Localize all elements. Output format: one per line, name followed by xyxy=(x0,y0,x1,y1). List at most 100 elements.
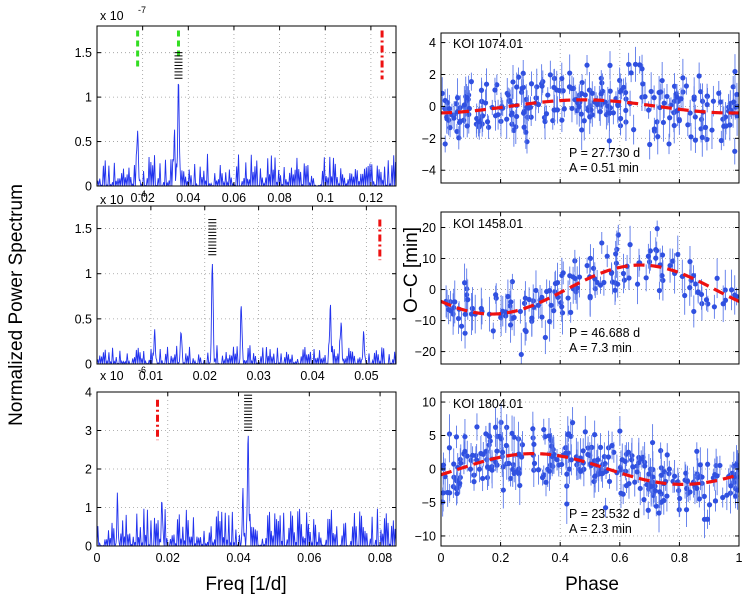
data-point xyxy=(580,448,586,454)
plot-area xyxy=(97,206,396,364)
data-point xyxy=(610,110,616,116)
data-point xyxy=(500,487,506,493)
data-point xyxy=(514,113,520,120)
data-point xyxy=(597,109,603,115)
data-point xyxy=(533,287,539,294)
data-point xyxy=(599,80,605,86)
data-point xyxy=(591,478,597,485)
x-tick-label: 0.12 xyxy=(359,191,383,205)
x-tick-label: 0.03 xyxy=(246,369,270,383)
data-point xyxy=(454,95,461,101)
y-tick-label: −10 xyxy=(415,314,436,328)
data-point xyxy=(569,420,576,426)
y-tick-label: 1.5 xyxy=(75,46,92,60)
data-point xyxy=(645,507,651,513)
data-point xyxy=(692,281,699,287)
axes-frame xyxy=(96,205,397,365)
data-point xyxy=(559,461,565,468)
data-point xyxy=(698,291,705,298)
data-point xyxy=(559,304,565,310)
data-point xyxy=(469,306,476,312)
x-tick-label: 0.1 xyxy=(317,191,334,205)
x-tick-label: 0.06 xyxy=(222,191,246,205)
data-point xyxy=(601,453,608,460)
data-point xyxy=(626,275,632,281)
data-point xyxy=(692,114,698,120)
data-point xyxy=(658,89,664,95)
data-point xyxy=(474,424,480,430)
data-point xyxy=(615,102,621,109)
data-point xyxy=(467,466,474,472)
data-point xyxy=(667,115,673,121)
oc-panel-koi-1074: −4 −2 0 2 4 KOI 1074.01 P = 27.730 dA = 0.51 m… xyxy=(422,32,740,184)
x-tick-label: 0.8 xyxy=(671,551,688,565)
data-point xyxy=(515,74,522,80)
data-point xyxy=(608,270,615,276)
data-point xyxy=(599,240,605,246)
data-point xyxy=(615,281,621,287)
data-point xyxy=(671,122,677,129)
scale-label: x 10 xyxy=(100,369,124,383)
data-point xyxy=(625,449,632,455)
data-point xyxy=(733,462,739,468)
data-point xyxy=(682,292,688,299)
data-point xyxy=(564,471,570,477)
data-point xyxy=(500,464,506,470)
data-point xyxy=(632,479,638,485)
data-point xyxy=(653,255,659,261)
data-point xyxy=(617,77,623,84)
data-point xyxy=(534,84,540,90)
data-point xyxy=(462,448,468,454)
data-point xyxy=(730,84,736,90)
data-point xyxy=(528,114,534,120)
data-point xyxy=(523,328,529,335)
y-axis-label-oc: O−C [min] xyxy=(401,227,422,313)
data-point xyxy=(630,464,636,470)
data-point xyxy=(661,100,667,106)
data-point xyxy=(666,466,672,472)
data-points xyxy=(441,46,739,165)
data-point xyxy=(714,275,720,281)
data-point xyxy=(539,83,545,89)
data-point xyxy=(655,134,661,140)
data-point xyxy=(503,442,509,449)
x-tick-label: 0.06 xyxy=(297,551,321,565)
data-point xyxy=(675,251,681,258)
data-point xyxy=(628,70,634,76)
data-point xyxy=(696,496,702,502)
koi-label: KOI 1074.01 xyxy=(453,37,523,51)
data-point xyxy=(574,285,580,291)
data-point xyxy=(561,106,567,112)
data-point xyxy=(637,62,643,68)
koi-label: KOI 1458.01 xyxy=(453,217,523,231)
data-point xyxy=(607,62,613,68)
data-point xyxy=(654,119,660,125)
data-point xyxy=(518,351,524,358)
data-point xyxy=(548,443,555,449)
x-tick-label: 0.04 xyxy=(176,191,200,205)
data-point xyxy=(637,485,643,492)
data-point xyxy=(485,124,492,130)
data-point xyxy=(626,481,632,487)
data-point xyxy=(451,461,457,467)
data-point xyxy=(658,448,664,454)
x-tick-label: 0.6 xyxy=(611,551,628,565)
data-point xyxy=(539,474,546,481)
data-point xyxy=(611,449,617,455)
data-point xyxy=(584,262,590,269)
data-point xyxy=(720,301,726,307)
x-tick-label: 0.02 xyxy=(193,369,217,383)
data-point xyxy=(551,75,558,82)
model-curve xyxy=(441,451,739,487)
data-point xyxy=(489,467,495,473)
data-point xyxy=(441,90,445,96)
data-point xyxy=(621,84,627,90)
data-point xyxy=(687,259,693,265)
data-point xyxy=(456,135,462,141)
y-tick-label: 3 xyxy=(85,424,92,438)
data-point xyxy=(732,148,738,154)
data-point xyxy=(648,483,654,489)
data-point xyxy=(507,322,514,328)
data-point xyxy=(732,68,738,75)
data-point xyxy=(728,483,734,489)
